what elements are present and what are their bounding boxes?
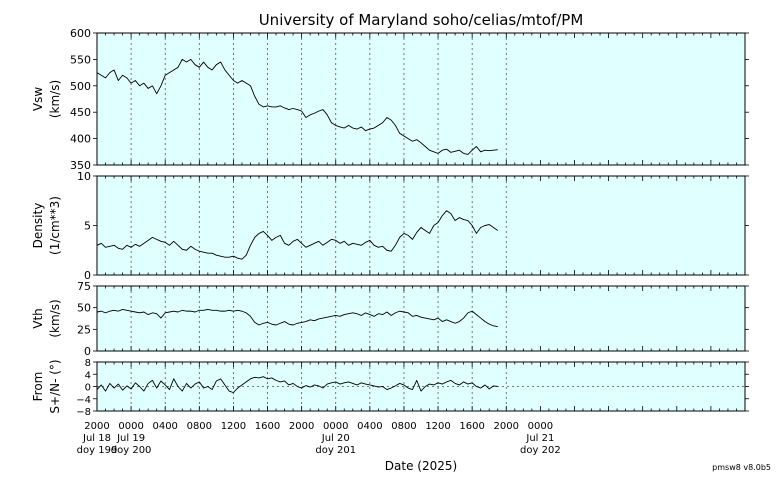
- y-axis-label-density: Density (1/cm**3): [31, 196, 62, 255]
- y-tick-label: 5: [84, 220, 91, 233]
- panel-vth: 0 25 50 75 Vth (km/s): [31, 280, 749, 358]
- y-tick-label: 75: [77, 280, 91, 293]
- x-tick-date-label: Jul 18: [82, 433, 111, 444]
- x-tick-date-label: Jul 21: [525, 433, 554, 444]
- y-axis-label-line: (km/s): [48, 80, 62, 118]
- y-tick-label: 4: [85, 370, 91, 381]
- y-axis-label-line: (km/s): [48, 299, 62, 337]
- x-tick-doy-label: doy 200: [111, 445, 152, 456]
- y-axis-label-line: Vsw: [31, 87, 45, 111]
- x-tick-label: 0800: [187, 421, 212, 432]
- x-tick-label: 0000: [528, 421, 553, 432]
- series-line-vsw: [96, 58, 498, 155]
- series-line-vth: [96, 308, 498, 328]
- y-tick-label: 0: [84, 269, 91, 282]
- x-tick-label: 2000: [494, 421, 519, 432]
- y-axis-label-vth: Vth (km/s): [31, 299, 62, 337]
- x-tick-label: 2000: [84, 421, 109, 432]
- y-tick-label: 10: [77, 170, 91, 183]
- panel-background: [97, 33, 745, 165]
- panel-background: [97, 176, 745, 275]
- x-tick-label: 0400: [152, 421, 177, 432]
- panel-density: 0 5 10 Density (1/cm**3): [31, 170, 749, 282]
- y-tick-label: 0: [84, 345, 91, 358]
- y-tick-label: −8: [76, 407, 91, 418]
- x-tick-date-label: Jul 19: [116, 433, 145, 444]
- y-tick-label: 50: [77, 302, 91, 315]
- y-tick-label: 0: [85, 383, 91, 394]
- x-tick-label: 0000: [118, 421, 143, 432]
- series-line-density: [96, 210, 498, 260]
- y-tick-label: −4: [76, 395, 91, 406]
- x-tick-label: 0000: [323, 421, 348, 432]
- chart-title: University of Maryland soho/celias/mtof/…: [259, 11, 584, 29]
- y-tick-label: 500: [70, 80, 91, 93]
- version-label: pmsw8 v8.0b5: [712, 463, 771, 472]
- y-axis-label-line: From: [31, 372, 45, 402]
- x-tick-label: 0400: [357, 421, 382, 432]
- x-tick-label: 1200: [221, 421, 246, 432]
- x-tick-label: 1600: [459, 421, 484, 432]
- x-tick-doy-label: doy 199: [77, 445, 118, 456]
- y-axis-label-line: S+/N- (°): [48, 359, 62, 413]
- y-tick-label: 600: [70, 27, 91, 40]
- panel-from: −8−40 48 From S+/N- (°): [31, 358, 749, 418]
- x-tick-label: 2000: [289, 421, 314, 432]
- y-tick-label: 25: [77, 323, 91, 336]
- y-axis-label-line: Density: [31, 203, 45, 249]
- y-tick-label: 350: [70, 159, 91, 172]
- y-axis-label-from: From S+/N- (°): [31, 359, 62, 413]
- x-axis-label: Date (2025): [385, 459, 457, 473]
- x-tick-doy-label: doy 202: [520, 445, 561, 456]
- x-tick-label: 1600: [255, 421, 280, 432]
- panel-background: [97, 286, 745, 351]
- x-tick-label: 1200: [425, 421, 450, 432]
- y-tick-label: 550: [70, 53, 91, 66]
- y-tick-label: 450: [70, 106, 91, 119]
- y-axis-label-line: (1/cm**3): [48, 196, 62, 255]
- panel-vsw: 350 400 450 500 550 600 Vsw (km/s): [31, 27, 749, 172]
- x-tick-date-label: Jul 20: [321, 433, 350, 444]
- x-tick-doy-label: doy 201: [315, 445, 356, 456]
- y-tick-label: 8: [85, 358, 91, 369]
- y-axis-label-vsw: Vsw (km/s): [31, 80, 62, 118]
- x-tick-label: 0800: [391, 421, 416, 432]
- y-axis-label-line: Vth: [31, 308, 45, 329]
- y-tick-label: 400: [70, 133, 91, 146]
- series-line-from: [96, 376, 498, 394]
